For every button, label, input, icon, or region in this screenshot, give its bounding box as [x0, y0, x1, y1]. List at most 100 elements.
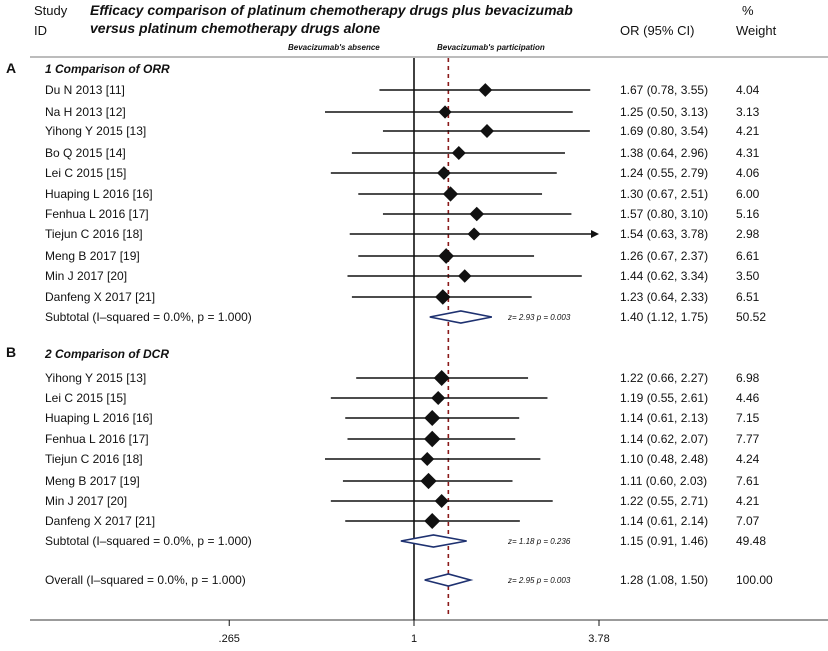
overall-diamond: [424, 573, 474, 587]
direction-label-right: Bevacizumab's participation: [437, 43, 545, 52]
overall-weight: 100.00: [736, 573, 773, 587]
section-b-study-1-or-ci: 1.19 (0.55, 2.61): [620, 391, 708, 405]
section-b-study-5-weight: 7.61: [736, 474, 760, 488]
section-a-subtotal-label: Subtotal (I–squared = 0.0%, p = 1.000): [45, 310, 252, 324]
section-b-study-0-weight: 6.98: [736, 371, 760, 385]
section-a-study-6-or-ci: 1.57 (0.80, 3.10): [620, 207, 708, 221]
section-a-study-1-label: Na H 2013 [12]: [45, 105, 126, 119]
section-b-study-2-or-ci: 1.14 (0.61, 2.13): [620, 411, 708, 425]
section-b-panel-letter: B: [6, 344, 16, 360]
chart-title-line1: Efficacy comparison of platinum chemothe…: [90, 2, 573, 18]
section-b-study-4-point-estimate: [420, 452, 435, 466]
overall-or-ci: 1.28 (1.08, 1.50): [620, 573, 708, 587]
section-b-study-5-label: Meng B 2017 [19]: [45, 474, 140, 488]
section-a-study-0-or-ci: 1.67 (0.78, 3.55): [620, 83, 708, 97]
section-a-title: 1 Comparison of ORR: [45, 62, 170, 76]
section-b-subtotal-weight: 49.48: [736, 534, 766, 548]
section-a-study-9-point-estimate: [458, 269, 472, 283]
study-header: Study: [34, 3, 68, 18]
section-b-study-1-weight: 4.46: [736, 391, 760, 405]
section-a-study-1-weight: 3.13: [736, 105, 760, 119]
section-a-study-4-label: Lei C 2015 [15]: [45, 166, 126, 180]
section-a-study-3-or-ci: 1.38 (0.64, 2.96): [620, 146, 708, 160]
section-a-study-5-or-ci: 1.30 (0.67, 2.51): [620, 187, 708, 201]
section-a-study-1-or-ci: 1.25 (0.50, 3.13): [620, 105, 708, 119]
section-a-study-8-weight: 6.61: [736, 249, 760, 263]
section-a-study-9-or-ci: 1.44 (0.62, 3.34): [620, 269, 708, 283]
section-a-study-1-point-estimate: [438, 105, 452, 119]
section-b-study-4-or-ci: 1.10 (0.48, 2.48): [620, 452, 708, 466]
section-a-study-8-label: Meng B 2017 [19]: [45, 249, 140, 263]
section-a-subtotal-diamond: [429, 310, 493, 324]
plot-marks: .265 1 3.78 A 1 Comparison of ORR Du N 2013 […: [6, 56, 828, 645]
section-b-study-2-label: Huaping L 2016 [16]: [45, 411, 153, 425]
percent-header: %: [742, 3, 754, 18]
section-b-subtotal-or-ci: 1.15 (0.91, 1.46): [620, 534, 708, 548]
section-b-study-3-or-ci: 1.14 (0.62, 2.07): [620, 432, 708, 446]
section-a-study-2-or-ci: 1.69 (0.80, 3.54): [620, 124, 708, 138]
section-b-study-6-point-estimate: [434, 494, 449, 508]
section-a-study-7-label: Tiejun C 2016 [18]: [45, 227, 143, 241]
section-a-study-6-point-estimate: [469, 206, 485, 222]
section-b-subtotal-diamond: [400, 534, 467, 548]
section-a-study-3-label: Bo Q 2015 [14]: [45, 146, 126, 160]
section-a-study-2-weight: 4.21: [736, 124, 760, 138]
section-b-study-2-point-estimate: [424, 409, 441, 427]
direction-label-left: Bevacizumab's absence: [288, 43, 380, 52]
section-b-study-5-or-ci: 1.11 (0.60, 2.03): [620, 474, 707, 488]
section-b-study-7-or-ci: 1.14 (0.61, 2.14): [620, 514, 708, 528]
weight-header: Weight: [736, 23, 777, 38]
section-b-study-0-or-ci: 1.22 (0.66, 2.27): [620, 371, 708, 385]
x-tick-label-0: .265: [219, 633, 240, 645]
header-block: Study ID Efficacy comparison of platinum…: [34, 2, 777, 52]
section-b-study-4-label: Tiejun C 2016 [18]: [45, 452, 143, 466]
section-b-study-7-label: Danfeng X 2017 [21]: [45, 514, 155, 528]
section-a-study-5-point-estimate: [442, 186, 459, 202]
section-a-subtotal-stat: z= 2.93 p = 0.003: [507, 313, 571, 322]
section-a-study-4-or-ci: 1.24 (0.55, 2.79): [620, 166, 708, 180]
section-a-study-8-or-ci: 1.26 (0.67, 2.37): [620, 249, 708, 263]
x-tick-label-1: 1: [411, 633, 417, 645]
section-b-subtotal-label: Subtotal (I–squared = 0.0%, p = 1.000): [45, 534, 252, 548]
section-b-study-1-point-estimate: [431, 390, 446, 406]
section-a-study-10-or-ci: 1.23 (0.64, 2.33): [620, 290, 708, 304]
section-a-study-5-weight: 6.00: [736, 187, 760, 201]
or-ci-header: OR (95% CI): [620, 23, 694, 38]
x-tick-label-2: 3.78: [588, 633, 609, 645]
overall-stat: z= 2.95 p = 0.003: [507, 576, 571, 585]
section-a-panel-letter: A: [6, 60, 16, 76]
section-a-study-4-point-estimate: [437, 166, 451, 180]
section-a-study-6-label: Fenhua L 2016 [17]: [45, 207, 149, 221]
section-a-study-0-weight: 4.04: [736, 83, 760, 97]
section-a-study-2-point-estimate: [480, 124, 494, 138]
section-b-study-6-or-ci: 1.22 (0.55, 2.71): [620, 494, 708, 508]
section-a-study-6-weight: 5.16: [736, 207, 760, 221]
chart-title-line2: versus platinum chemotherapy drugs alone: [90, 20, 380, 36]
section-b-study-0-label: Yihong Y 2015 [13]: [45, 371, 146, 385]
section-b-study-5-point-estimate: [420, 472, 437, 490]
section-b-study-3-point-estimate: [424, 430, 441, 448]
section-a-study-4-weight: 4.06: [736, 166, 760, 180]
section-b-study-3-weight: 7.77: [736, 432, 760, 446]
section-b-study-0-point-estimate: [433, 370, 450, 386]
section-a-study-10-weight: 6.51: [736, 290, 760, 304]
section-a-study-7-point-estimate: [467, 227, 481, 241]
section-b-study-2-weight: 7.15: [736, 411, 760, 425]
section-b-study-7-point-estimate: [424, 513, 441, 529]
section-a-study-7-weight: 2.98: [736, 227, 760, 241]
section-b-study-3-label: Fenhua L 2016 [17]: [45, 432, 149, 446]
section-a-study-2-label: Yihong Y 2015 [13]: [45, 124, 146, 138]
section-a-study-10-label: Danfeng X 2017 [21]: [45, 290, 155, 304]
section-b-study-1-label: Lei C 2015 [15]: [45, 391, 126, 405]
overall-label: Overall (I–squared = 0.0%, p = 1.000): [45, 573, 246, 587]
section-b-title: 2 Comparison of DCR: [44, 347, 169, 361]
id-header: ID: [34, 23, 47, 38]
section-a-study-0-label: Du N 2013 [11]: [45, 83, 125, 97]
section-a-study-7-or-ci: 1.54 (0.63, 3.78): [620, 227, 708, 241]
section-b-study-7-weight: 7.07: [736, 514, 760, 528]
section-a-study-3-weight: 4.31: [736, 146, 760, 160]
section-a-study-3-point-estimate: [451, 145, 466, 161]
section-a-subtotal-or-ci: 1.40 (1.12, 1.75): [620, 310, 708, 324]
section-a-study-10-point-estimate: [435, 289, 451, 305]
